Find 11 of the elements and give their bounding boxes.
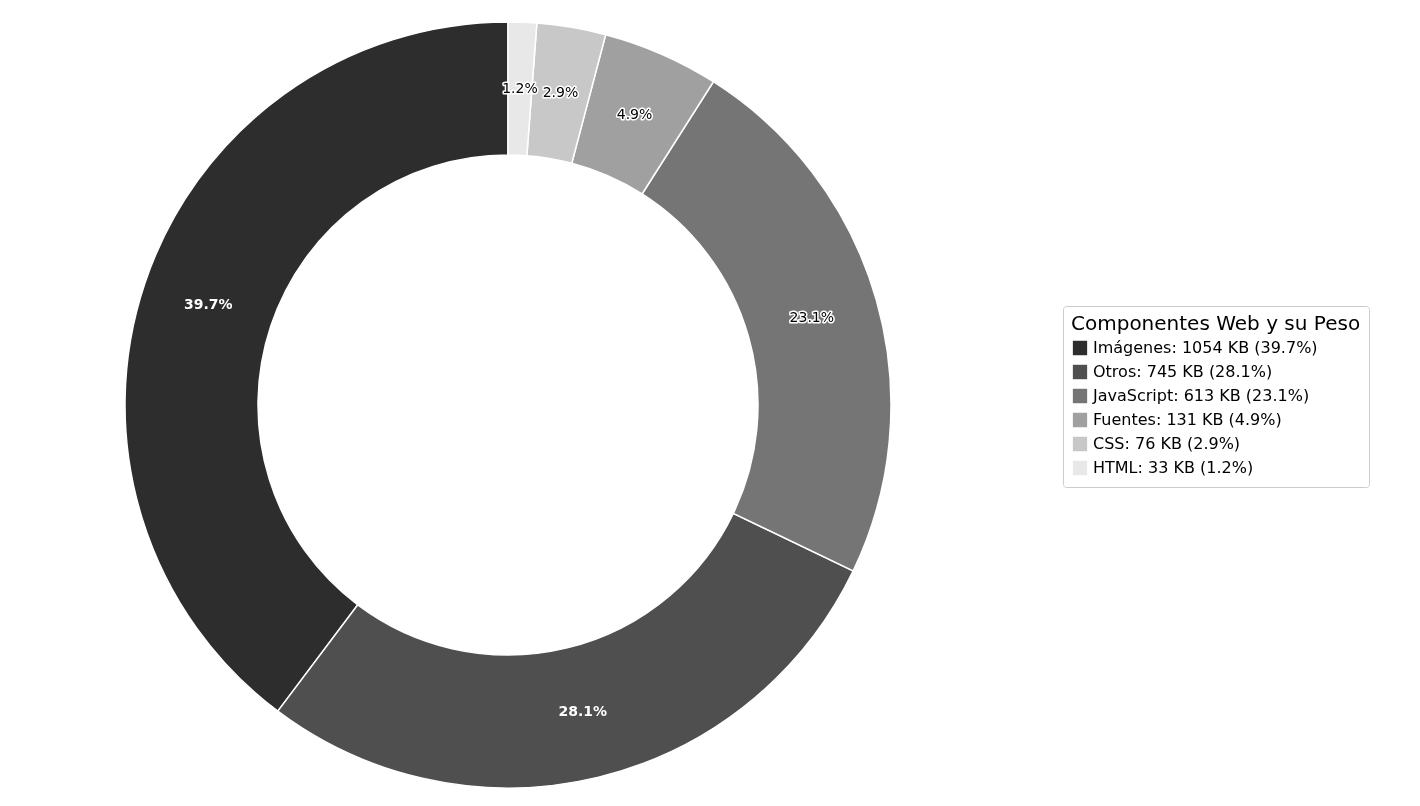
data-label: 28.1%: [558, 703, 608, 720]
data-label: 2.9%: [542, 84, 579, 101]
legend-label: Otros: 745 KB (28.1%): [1093, 362, 1273, 381]
legend-label: CSS: 76 KB (2.9%): [1093, 434, 1241, 453]
data-label: 39.7%: [183, 295, 233, 312]
legend-label: JavaScript: 613 KB (23.1%): [1092, 386, 1310, 405]
legend-label: HTML: 33 KB (1.2%): [1093, 458, 1254, 477]
legend-title: Componentes Web y su Peso: [1071, 311, 1361, 335]
legend-label: Imágenes: 1054 KB (39.7%): [1093, 338, 1318, 357]
data-label: 4.9%: [616, 106, 653, 123]
legend-label: Fuentes: 131 KB (4.9%): [1093, 410, 1282, 429]
